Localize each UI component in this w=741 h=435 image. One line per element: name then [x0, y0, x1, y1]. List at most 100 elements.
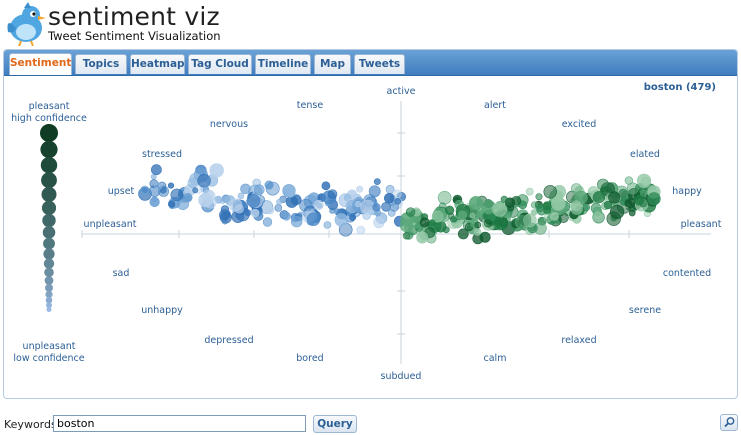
tweet-dot[interactable] — [468, 196, 483, 211]
tweet-dot[interactable] — [636, 173, 652, 188]
tweet-dot[interactable] — [492, 202, 507, 217]
tweet-dot[interactable] — [266, 206, 275, 215]
tweet-dot[interactable] — [437, 191, 452, 205]
tweet-dot[interactable] — [373, 216, 385, 229]
tweet-dot[interactable] — [356, 225, 366, 235]
tweet-dot[interactable] — [628, 209, 636, 217]
tweet-dot[interactable] — [246, 194, 261, 208]
tweet-dot[interactable] — [356, 185, 364, 193]
tweet-dot[interactable] — [535, 193, 543, 201]
tweet-dot[interactable] — [176, 197, 190, 211]
tweet-dot[interactable] — [264, 180, 274, 190]
tweet-dot[interactable] — [633, 194, 645, 206]
tweet-dot[interactable] — [372, 203, 381, 212]
tweet-dot[interactable] — [550, 211, 559, 221]
tweet-dot[interactable] — [334, 213, 348, 227]
tweet-dot[interactable] — [402, 232, 411, 240]
tweet-dot[interactable] — [399, 218, 414, 232]
tweet-dot[interactable] — [313, 199, 324, 211]
tweet-dot[interactable] — [150, 164, 162, 176]
tweet-dot[interactable] — [192, 187, 199, 194]
tweet-dot[interactable] — [457, 228, 469, 240]
tweet-dot[interactable] — [373, 178, 381, 185]
tweet-dot[interactable] — [647, 192, 661, 206]
tweet-dot[interactable] — [442, 226, 450, 234]
tab-map[interactable]: Map — [314, 54, 351, 74]
tab-topics[interactable]: Topics — [75, 54, 127, 74]
tweet-dot[interactable] — [149, 179, 159, 189]
tweet-dot[interactable] — [167, 200, 176, 208]
tweet-dot[interactable] — [570, 202, 583, 215]
tweet-dot[interactable] — [444, 205, 455, 216]
tweet-dot[interactable] — [603, 200, 613, 210]
tweet-dot[interactable] — [551, 196, 566, 211]
tweet-dot[interactable] — [321, 181, 331, 191]
tweet-dot[interactable] — [500, 195, 508, 203]
tweet-dot[interactable] — [240, 183, 251, 195]
tweet-dot[interactable] — [626, 182, 639, 195]
tweet-dot[interactable] — [299, 198, 313, 213]
tweet-dot[interactable] — [428, 219, 436, 227]
tweet-dot[interactable] — [254, 184, 265, 195]
tweet-dot[interactable] — [483, 219, 493, 228]
tweet-dot[interactable] — [383, 193, 395, 204]
tweet-dot[interactable] — [609, 204, 625, 220]
tweet-dot[interactable] — [187, 177, 199, 189]
zoom-button[interactable] — [720, 414, 738, 431]
tweet-dot[interactable] — [209, 163, 224, 178]
tweet-dot[interactable] — [507, 204, 515, 212]
tweet-dot[interactable] — [262, 217, 273, 227]
keywords-input[interactable] — [53, 415, 306, 432]
tweet-dot[interactable] — [355, 201, 362, 208]
tweet-dot[interactable] — [276, 199, 283, 206]
tweet-dot[interactable] — [542, 201, 552, 211]
tweet-dot[interactable] — [167, 182, 175, 189]
tweet-dot[interactable] — [592, 191, 606, 204]
tweet-dot[interactable] — [154, 182, 163, 191]
sentiment-plot[interactable]: pleasant high confidence unpleasant low … — [4, 76, 737, 398]
tweet-dot[interactable] — [525, 187, 534, 196]
tweet-dot[interactable] — [515, 215, 529, 230]
tweet-dot[interactable] — [234, 204, 244, 214]
tweet-dot[interactable] — [265, 181, 280, 196]
tweet-dot[interactable] — [431, 210, 444, 223]
tweet-dot[interactable] — [543, 185, 557, 199]
tweet-dot[interactable] — [349, 214, 356, 221]
tweet-dot[interactable] — [416, 231, 429, 244]
tweet-dot[interactable] — [381, 202, 391, 212]
tab-sentiment[interactable]: Sentiment — [9, 53, 72, 75]
tweet-dot[interactable] — [597, 178, 609, 191]
tweet-dot[interactable] — [204, 196, 217, 209]
tweet-dot[interactable] — [170, 188, 184, 202]
tweet-dot[interactable] — [237, 192, 245, 200]
tweet-dot[interactable] — [291, 215, 303, 228]
tab-timeline[interactable]: Timeline — [255, 54, 311, 74]
tweet-dot[interactable] — [285, 195, 298, 208]
tweet-dot[interactable] — [327, 189, 338, 199]
tweet-dot[interactable] — [405, 207, 416, 217]
tweet-dot[interactable] — [141, 187, 148, 193]
tweet-dot[interactable] — [479, 231, 491, 243]
tweet-dot[interactable] — [473, 228, 482, 236]
tweet-dot[interactable] — [250, 208, 260, 218]
tab-tweets[interactable]: Tweets — [354, 54, 405, 74]
tweet-dots[interactable] — [138, 163, 661, 245]
tweet-dot[interactable] — [197, 173, 211, 188]
tab-heatmap[interactable]: Heatmap — [130, 54, 185, 74]
tweet-dot[interactable] — [511, 195, 522, 206]
tab-tag-cloud[interactable]: Tag Cloud — [188, 54, 252, 74]
tweet-dot[interactable] — [457, 210, 468, 220]
tweet-dot[interactable] — [149, 196, 160, 208]
tweet-dot[interactable] — [535, 204, 544, 213]
tweet-dot[interactable] — [219, 209, 231, 221]
tweet-dot[interactable] — [389, 202, 400, 212]
tweet-dot[interactable] — [593, 211, 602, 219]
tweet-dot[interactable] — [274, 204, 283, 212]
tweet-dot[interactable] — [281, 211, 291, 221]
tweet-dot[interactable] — [419, 217, 430, 228]
tweet-dot[interactable] — [474, 221, 482, 229]
tweet-dot[interactable] — [608, 191, 621, 204]
tweet-dot[interactable] — [475, 212, 482, 218]
tweet-dot[interactable] — [496, 218, 508, 231]
tweet-dot[interactable] — [469, 212, 476, 219]
